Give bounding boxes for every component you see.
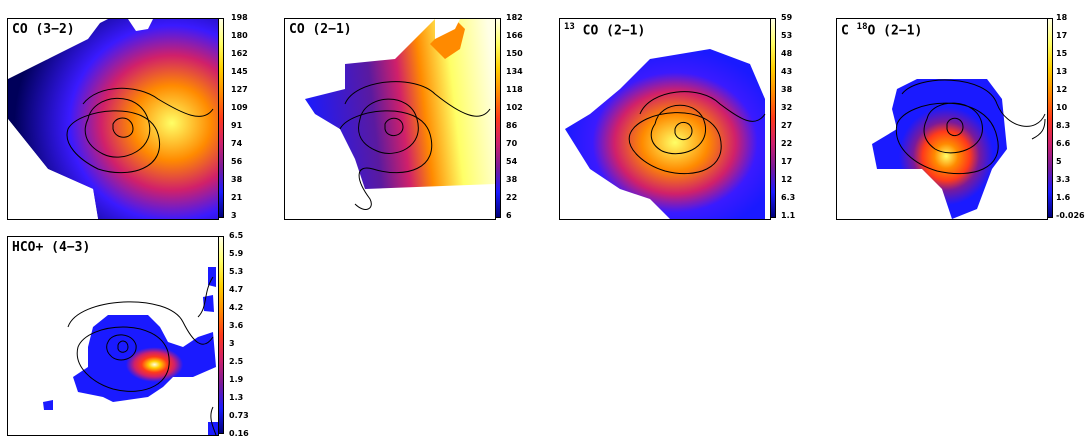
contour-co32 <box>66 87 214 174</box>
tick-label: 102 <box>506 103 523 112</box>
tick-label: 3.6 <box>229 321 244 330</box>
colorbar-co21 <box>495 18 501 218</box>
tick-label: 127 <box>231 85 248 94</box>
tick-label: 38 <box>231 175 243 184</box>
tick-label: 109 <box>231 103 248 112</box>
map-title-13co21: 13 CO (2−1) <box>564 22 646 39</box>
intensity-map-co32 <box>8 19 218 219</box>
tick-label: 1.3 <box>229 393 244 402</box>
tick-label: 74 <box>231 139 243 148</box>
tick-label: 21 <box>231 193 243 202</box>
tick-label: 12 <box>1056 85 1068 94</box>
contour-co21 <box>339 81 491 210</box>
tick-label: 5.9 <box>229 249 244 258</box>
tick-label: 56 <box>231 157 243 166</box>
tick-label: 32 <box>781 103 793 112</box>
colorbar-hco43 <box>218 236 224 434</box>
tick-label: 118 <box>506 85 523 94</box>
map-frame-hco43: HCO+ (4−3) <box>7 236 219 436</box>
tick-label: 4.7 <box>229 285 244 294</box>
tick-label: 0.16 <box>229 429 249 438</box>
tick-label: 180 <box>231 31 248 40</box>
tick-label: 27 <box>781 121 793 130</box>
tick-label: 48 <box>781 49 793 58</box>
tick-label: 91 <box>231 121 243 130</box>
tick-label: 6.6 <box>1056 139 1071 148</box>
tick-label: 15 <box>1056 49 1068 58</box>
tick-label: 5 <box>1056 157 1062 166</box>
tick-label: 53 <box>781 31 793 40</box>
tick-label: 8.3 <box>1056 121 1071 130</box>
contour-c18o21 <box>895 79 1046 175</box>
tick-label: 38 <box>781 85 793 94</box>
tick-label: 10 <box>1056 103 1068 112</box>
colorbar-c18o21 <box>1047 18 1053 218</box>
tick-label: 134 <box>506 67 523 76</box>
map-frame-co21: CO (2−1) <box>284 18 496 220</box>
tick-label: 70 <box>506 139 518 148</box>
tick-label: 6.3 <box>781 193 796 202</box>
tick-label: 1.6 <box>1056 193 1071 202</box>
tick-label: 22 <box>506 193 518 202</box>
intensity-map-hco43 <box>43 267 218 435</box>
map-title-co21: CO (2−1) <box>289 22 352 37</box>
tick-label: 1.9 <box>229 375 244 384</box>
tick-label: 2.5 <box>229 357 244 366</box>
tick-label: 150 <box>506 49 523 58</box>
tick-label: 22 <box>781 139 793 148</box>
tick-label: 166 <box>506 31 523 40</box>
tick-label: -0.026 <box>1056 211 1085 220</box>
colorbar-13co21 <box>770 18 776 218</box>
tick-label: 18 <box>1056 13 1068 22</box>
tick-label: 86 <box>506 121 518 130</box>
tick-label: 17 <box>1056 31 1068 40</box>
tick-label: 6 <box>506 211 512 220</box>
tick-label: 198 <box>231 13 248 22</box>
intensity-map-co21 <box>305 19 495 210</box>
intensity-map-c18o21 <box>872 79 1046 219</box>
tick-label: 54 <box>506 157 518 166</box>
tick-label: 4.2 <box>229 303 244 312</box>
contour-hco43 <box>67 276 217 435</box>
map-frame-13co21: 13 CO (2−1) <box>559 18 771 220</box>
tick-label: 59 <box>781 13 793 22</box>
tick-label: 12 <box>781 175 793 184</box>
tick-label: 145 <box>231 67 248 76</box>
contour-13co21 <box>628 91 766 175</box>
map-title-c18o21: C 18O (2−1) <box>841 22 923 39</box>
tick-label: 3 <box>229 339 235 348</box>
tick-label: 13 <box>1056 67 1068 76</box>
map-title-hco43: HCO+ (4−3) <box>12 240 91 255</box>
colorbar-co32 <box>218 18 224 218</box>
map-title-co32: CO (3−2) <box>12 22 75 37</box>
tick-label: 17 <box>781 157 793 166</box>
tick-label: 5.3 <box>229 267 244 276</box>
tick-label: 182 <box>506 13 523 22</box>
tick-label: 1.1 <box>781 211 796 220</box>
tick-label: 6.5 <box>229 231 244 240</box>
tick-label: 43 <box>781 67 793 76</box>
tick-label: 38 <box>506 175 518 184</box>
tick-label: 3.3 <box>1056 175 1071 184</box>
tick-label: 3 <box>231 211 237 220</box>
tick-label: 0.73 <box>229 411 249 420</box>
map-frame-co32: CO (3−2) <box>7 18 219 220</box>
map-frame-c18o21: C 18O (2−1) <box>836 18 1048 220</box>
intensity-map-13co21 <box>565 49 766 219</box>
tick-label: 162 <box>231 49 248 58</box>
